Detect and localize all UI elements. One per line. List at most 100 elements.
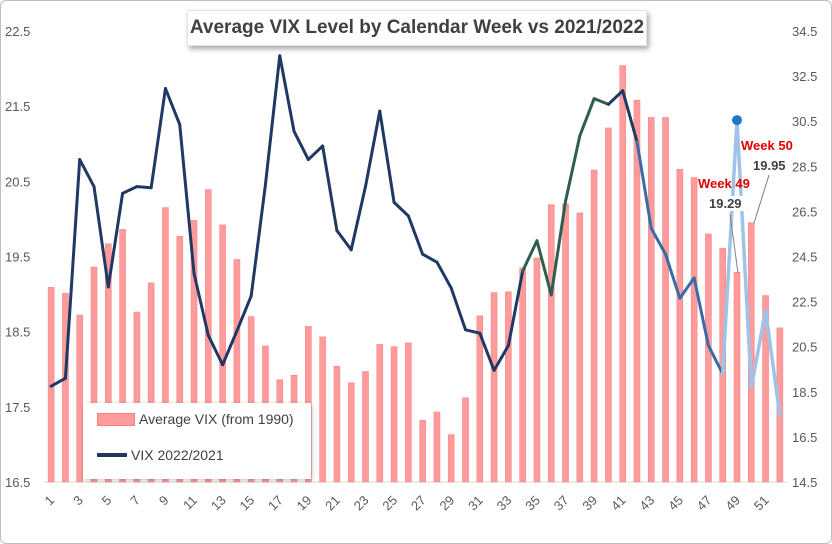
line-segment-vix-2022 <box>492 344 510 372</box>
line-segment-vix-2022 <box>506 269 525 348</box>
y-left-tick-label: 21.5 <box>5 99 30 114</box>
bar-average-vix <box>362 371 369 483</box>
x-tick-label: 49 <box>722 493 743 514</box>
bar-average-vix <box>90 266 98 483</box>
y-right-tick-label: 22.5 <box>792 295 817 310</box>
x-tick-label: 11 <box>180 493 200 513</box>
y-left-tick-label: 17.5 <box>5 400 30 415</box>
bar-average-vix <box>376 344 384 483</box>
line-segment-vix-2022 <box>664 252 682 300</box>
line-segment-vix-2022 <box>749 308 768 390</box>
x-tick-label: 3 <box>70 493 86 509</box>
bar-average-vix <box>233 259 241 483</box>
line-segment-vix-2022 <box>592 97 610 106</box>
line-segment-vix-2022 <box>606 89 625 106</box>
line-segment-vix-2022 <box>706 344 725 376</box>
line-segment-vix-2022 <box>78 158 96 189</box>
y-right-tick-label: 28.5 <box>792 159 817 174</box>
line-segment-vix-2022 <box>464 328 482 335</box>
y-left-tick-label: 22.5 <box>5 24 30 39</box>
y-right-tick-label: 20.5 <box>792 340 817 355</box>
x-tick-label: 21 <box>322 493 343 514</box>
x-tick-label: 13 <box>208 493 229 514</box>
y-right-tick-label: 32.5 <box>792 69 817 84</box>
y-right-tick-label: 16.5 <box>792 430 817 445</box>
legend-item-vix-2022: VIX 2022/2021 <box>97 447 224 463</box>
line-segment-vix-2022 <box>735 118 754 390</box>
line-segment-vix-2022 <box>363 109 382 189</box>
line-segment-vix-2022 <box>92 185 110 289</box>
bar-average-vix <box>562 203 569 483</box>
line-segment-vix-2022 <box>335 229 353 252</box>
line-marker-week49 <box>731 115 742 126</box>
bar-average-vix <box>576 212 584 483</box>
line-segment-vix-2022 <box>635 139 653 230</box>
chart-title: Average VIX Level by Calendar Week vs 20… <box>187 10 647 46</box>
bar-average-vix <box>347 382 355 483</box>
line-segment-vix-2022 <box>49 376 67 388</box>
x-tick-label: 47 <box>694 493 715 514</box>
line-segment-vix-2022 <box>235 294 253 333</box>
bar-average-vix <box>62 293 69 483</box>
bar-average-vix <box>419 420 426 483</box>
x-tick-label: 17 <box>265 493 286 514</box>
y-left-tick-label: 18.5 <box>5 325 30 340</box>
x-tick-label: 45 <box>665 493 686 514</box>
chart-legend: Average VIX (from 1990) VIX 2022/2021 <box>83 403 311 479</box>
bar-average-vix <box>104 243 112 483</box>
bar-average-vix <box>319 336 326 483</box>
bar-average-vix <box>633 99 641 483</box>
bar-average-vix <box>405 342 412 483</box>
bar-average-vix <box>762 295 769 483</box>
line-segment-vix-2022 <box>135 185 153 190</box>
bar-average-vix <box>733 271 741 483</box>
line-segment-vix-2022 <box>321 144 339 233</box>
annotation-week50-leader <box>753 174 770 224</box>
bar-average-vix <box>676 169 684 483</box>
y-right-tick-label: 14.5 <box>792 475 817 490</box>
bar-average-vix <box>647 117 655 483</box>
y-left-tick-label: 16.5 <box>5 475 30 490</box>
x-tick-label: 35 <box>522 493 543 514</box>
x-tick-label: 37 <box>551 493 572 514</box>
x-tick-label: 43 <box>637 493 658 514</box>
bar-average-vix <box>619 65 626 483</box>
x-tick-label: 19 <box>294 493 315 514</box>
x-tick-label: 39 <box>579 493 600 514</box>
bar-average-vix <box>476 315 484 483</box>
bar-average-vix <box>490 292 498 483</box>
y-right-tick-label: 18.5 <box>792 385 817 400</box>
line-segment-vix-2022 <box>349 185 367 252</box>
bar-average-vix <box>519 267 526 483</box>
bar-average-vix <box>605 127 612 483</box>
line-segment-vix-2022 <box>435 260 453 290</box>
line-segment-vix-2022 <box>692 276 710 348</box>
line-segment-vix-2022 <box>163 87 182 127</box>
bar-average-vix <box>162 207 169 483</box>
line-segment-vix-2022 <box>292 129 310 162</box>
line-segment-vix-2022 <box>521 239 539 273</box>
line-segment-vix-2022 <box>720 118 739 376</box>
x-tick-label: 29 <box>437 493 458 514</box>
bar-average-vix <box>333 365 341 483</box>
y-left-tick-label: 20.5 <box>5 174 30 189</box>
y-right-tick-label: 30.5 <box>792 114 817 129</box>
line-segment-vix-2022 <box>392 200 410 218</box>
bar-average-vix <box>190 220 198 483</box>
line-segment-vix-2022 <box>278 54 296 133</box>
legend-item-average-vix: Average VIX (from 1990) <box>97 411 294 427</box>
line-segment-vix-2022 <box>763 308 782 418</box>
line-segment-vix-2022 <box>192 271 210 337</box>
line-segment-vix-2022 <box>378 109 396 204</box>
line-segment-vix-2022 <box>621 89 639 143</box>
legend-swatch-bar <box>97 412 135 426</box>
y-left-tick-label: 19.5 <box>5 250 30 265</box>
line-segment-vix-2022 <box>178 123 196 275</box>
bar-average-vix <box>590 169 598 483</box>
line-segment-vix-2022 <box>221 329 239 367</box>
line-segment-vix-2022 <box>263 54 282 186</box>
annotation-week49-leader <box>729 213 739 274</box>
bar-average-vix <box>433 411 441 483</box>
line-segment-vix-2022 <box>649 226 668 256</box>
